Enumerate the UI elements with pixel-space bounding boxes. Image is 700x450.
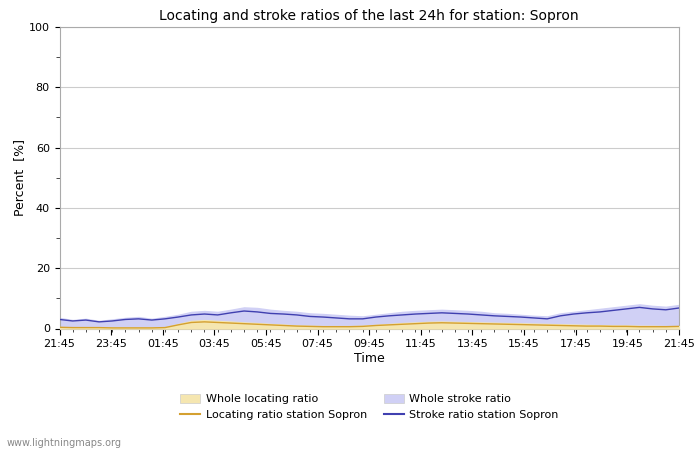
Y-axis label: Percent  [%]: Percent [%] [13,139,26,216]
Text: www.lightningmaps.org: www.lightningmaps.org [7,438,122,448]
X-axis label: Time: Time [354,352,384,365]
Legend: Whole locating ratio, Locating ratio station Sopron, Whole stroke ratio, Stroke : Whole locating ratio, Locating ratio sta… [174,388,564,426]
Title: Locating and stroke ratios of the last 24h for station: Sopron: Locating and stroke ratios of the last 2… [160,9,579,23]
